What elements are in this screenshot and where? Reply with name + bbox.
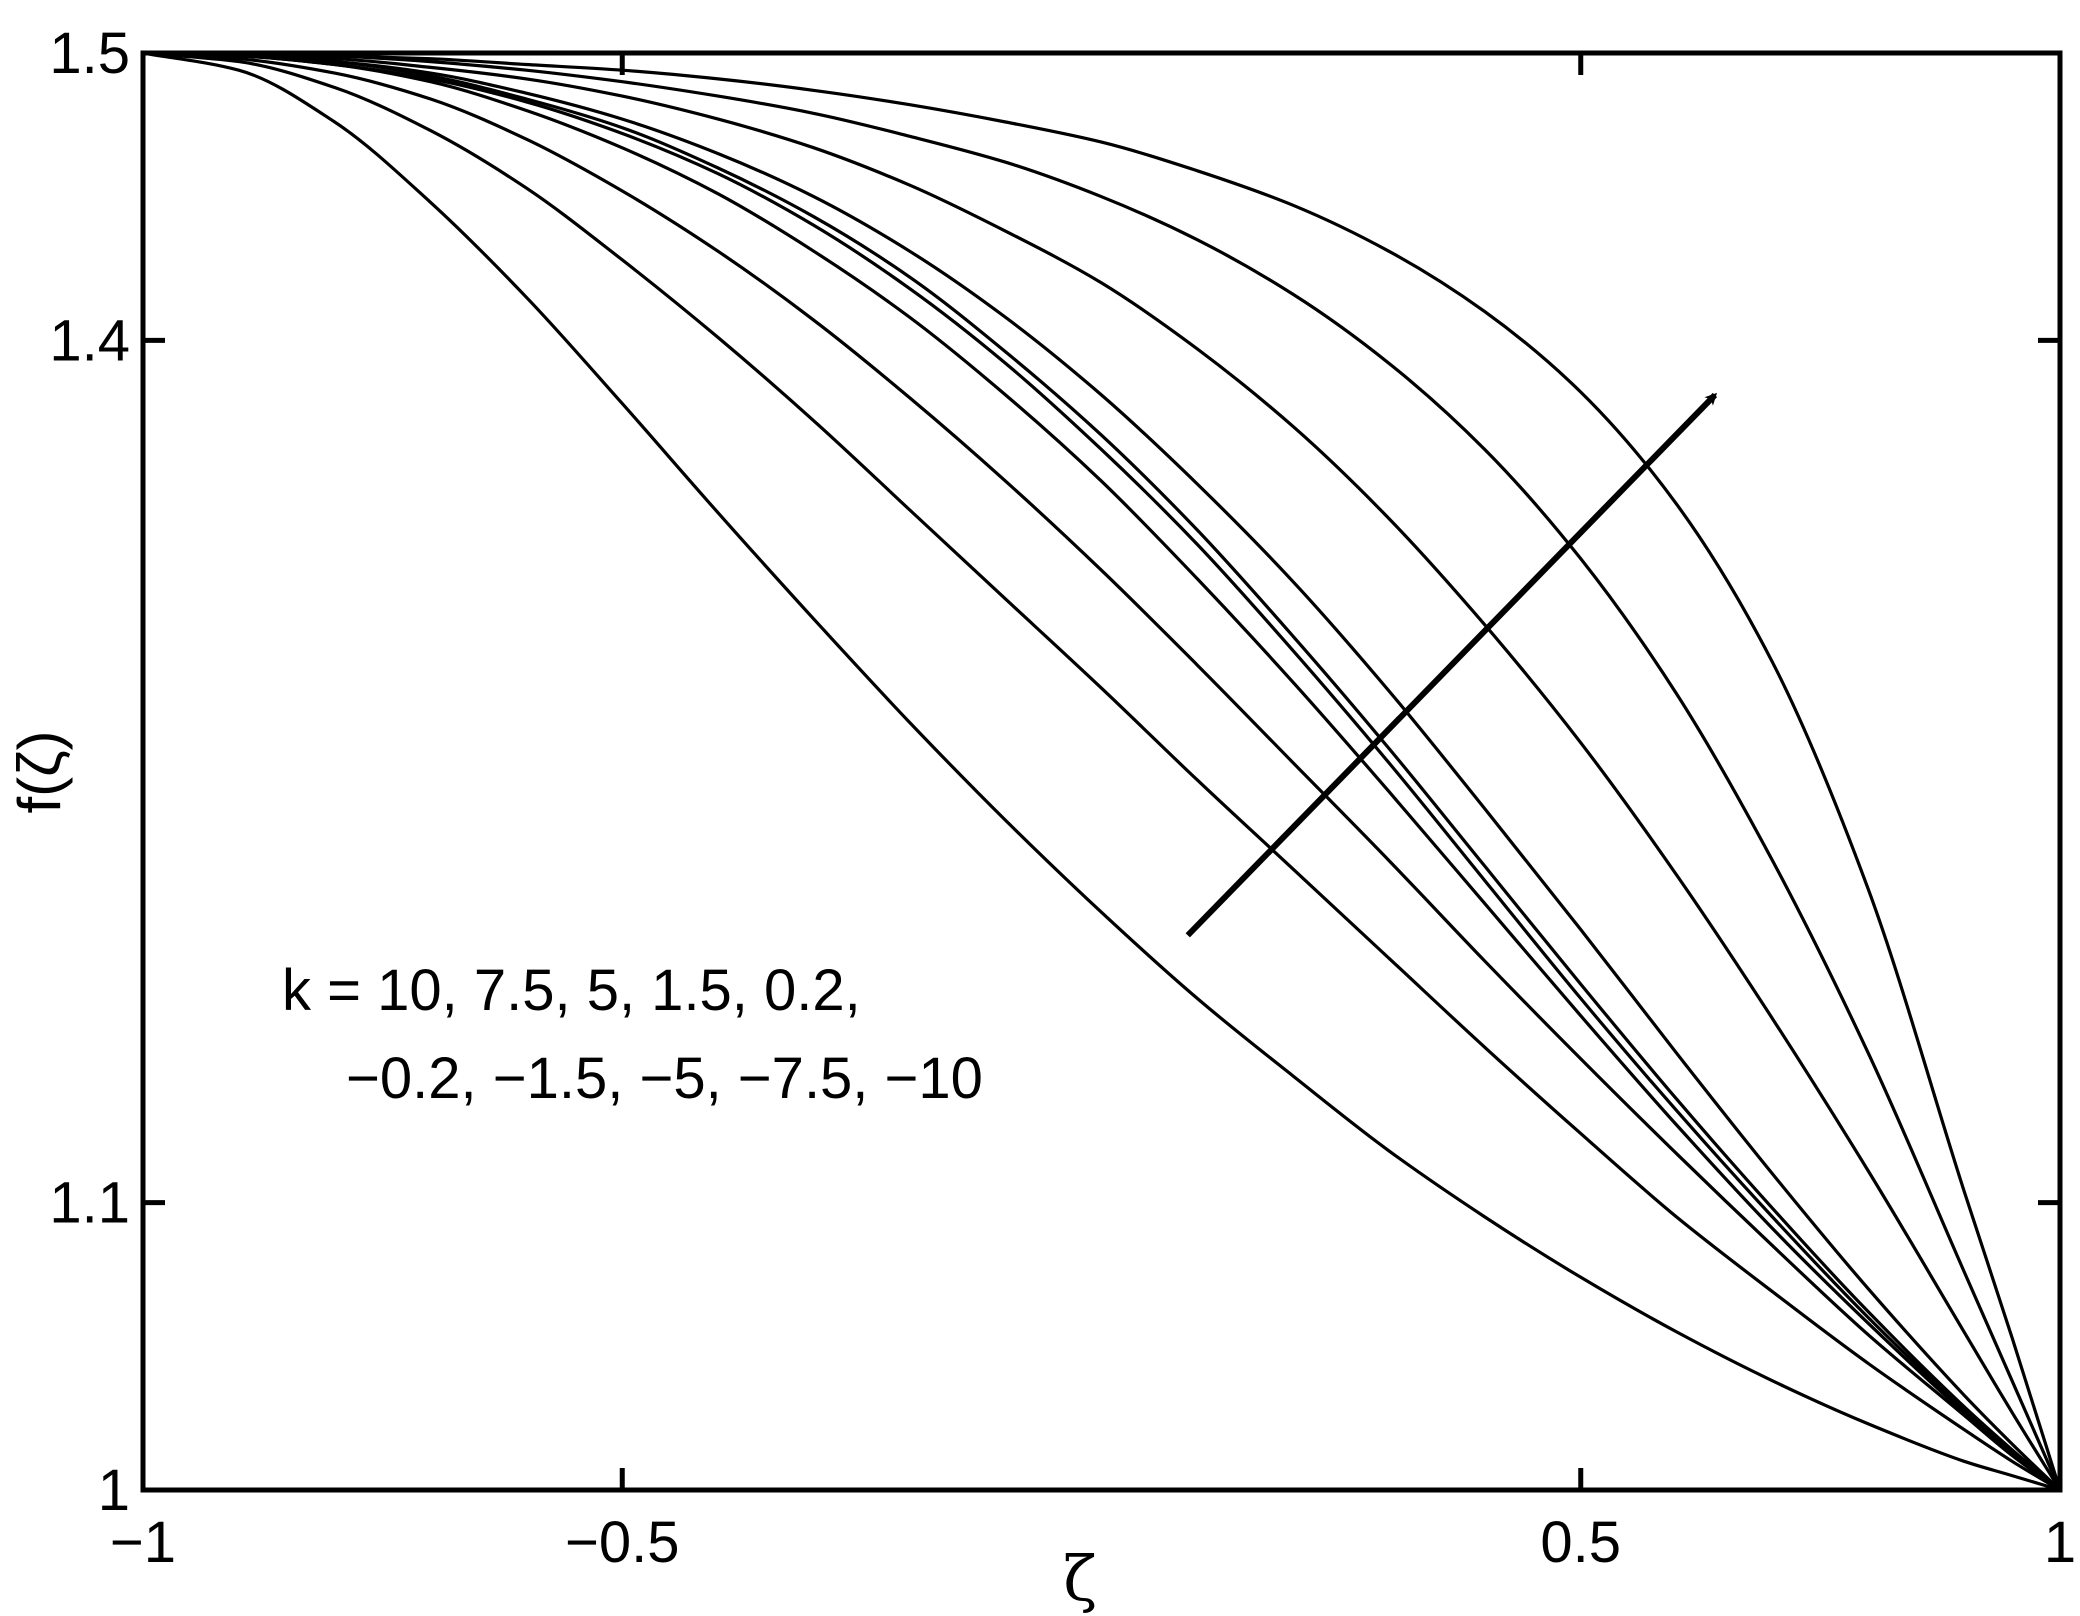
series-line-6 bbox=[142, 51, 2062, 1492]
series-line-10 bbox=[143, 51, 2062, 1491]
y-tick-label: 1.5 bbox=[49, 21, 130, 86]
series-line-9 bbox=[143, 51, 2062, 1491]
plot-frame bbox=[140, 50, 2063, 1493]
x-axis-label: ζ bbox=[1063, 1542, 1097, 1615]
x-tick-label: −1 bbox=[110, 1510, 176, 1575]
series-line-1 bbox=[142, 51, 2061, 1492]
ticks-group bbox=[140, 50, 2063, 1493]
y-axis-label: f(ζ) bbox=[6, 730, 73, 813]
series-line-5 bbox=[142, 51, 2061, 1492]
series-line-2 bbox=[142, 51, 2061, 1492]
annotation-line-2: −0.2, −1.5, −5, −7.5, −10 bbox=[346, 1046, 983, 1111]
x-tick-label: −0.5 bbox=[565, 1510, 680, 1575]
y-tick-labels: 1 1.1 1.4 1.5 bbox=[49, 21, 130, 1523]
x-tick-labels: −1 −0.5 0.5 1 bbox=[110, 1510, 2076, 1575]
x-tick-label: 1 bbox=[2044, 1510, 2076, 1575]
k-direction-arrow bbox=[1185, 392, 1718, 938]
series-line-7 bbox=[142, 51, 2062, 1492]
series-line-8 bbox=[142, 51, 2062, 1491]
y-tick-label: 1 bbox=[98, 1458, 130, 1523]
series-line-3 bbox=[142, 51, 2061, 1492]
curves-group bbox=[142, 51, 2062, 1492]
series-line-4 bbox=[142, 51, 2061, 1492]
y-tick-label: 1.4 bbox=[49, 308, 130, 373]
annotation-line-1: k = 10, 7.5, 5, 1.5, 0.2, bbox=[282, 958, 861, 1023]
x-tick-label: 0.5 bbox=[1540, 1510, 1621, 1575]
y-tick-label: 1.1 bbox=[49, 1171, 130, 1236]
